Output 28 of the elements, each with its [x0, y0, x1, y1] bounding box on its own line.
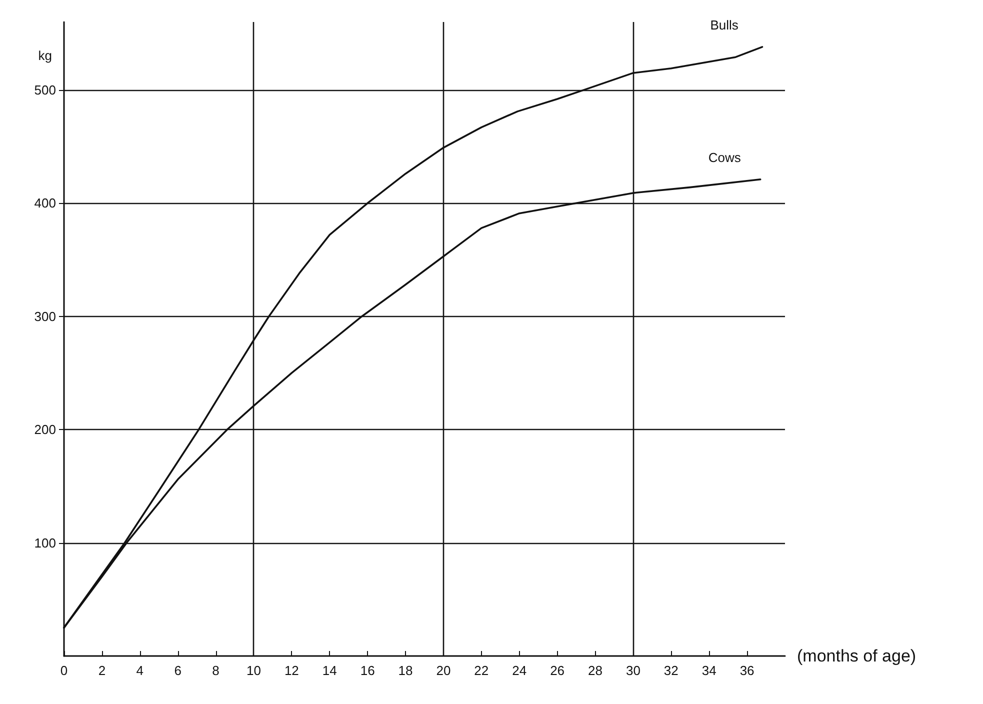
x-tick-label: 24	[512, 663, 527, 678]
x-tick-label: 36	[740, 663, 754, 678]
x-axis-title: (months of age)	[797, 646, 916, 666]
x-tick-label: 2	[98, 663, 106, 678]
y-tick-label: 500	[34, 82, 56, 98]
x-tick-label: 0	[60, 663, 68, 678]
x-tick-label: 30	[626, 663, 640, 678]
x-tick-label: 20	[436, 663, 451, 678]
x-tick-label: 10	[246, 663, 261, 678]
x-tick-label: 28	[588, 663, 602, 678]
x-tick-label: 8	[212, 663, 220, 678]
series-label: Cows	[708, 150, 742, 165]
x-tick-label: 26	[550, 663, 565, 678]
x-tick-label: 12	[284, 663, 299, 678]
x-tick-label: 32	[664, 663, 678, 678]
series-label: Bulls	[710, 17, 739, 32]
x-tick-label: 22	[474, 663, 489, 678]
y-tick-label: 400	[34, 196, 56, 211]
x-tick-label: 6	[174, 663, 182, 678]
x-tick-label: 4	[136, 663, 144, 678]
y-axis-title: kg	[38, 48, 52, 63]
x-tick-label: 34	[702, 663, 716, 678]
x-tick-label: 14	[322, 663, 337, 678]
x-tick-label: 18	[398, 663, 413, 678]
y-tick-label: 300	[34, 308, 56, 324]
y-tick-label: 200	[34, 422, 56, 438]
x-tick-label: 16	[360, 663, 375, 678]
y-tick-label: 100	[34, 535, 56, 550]
